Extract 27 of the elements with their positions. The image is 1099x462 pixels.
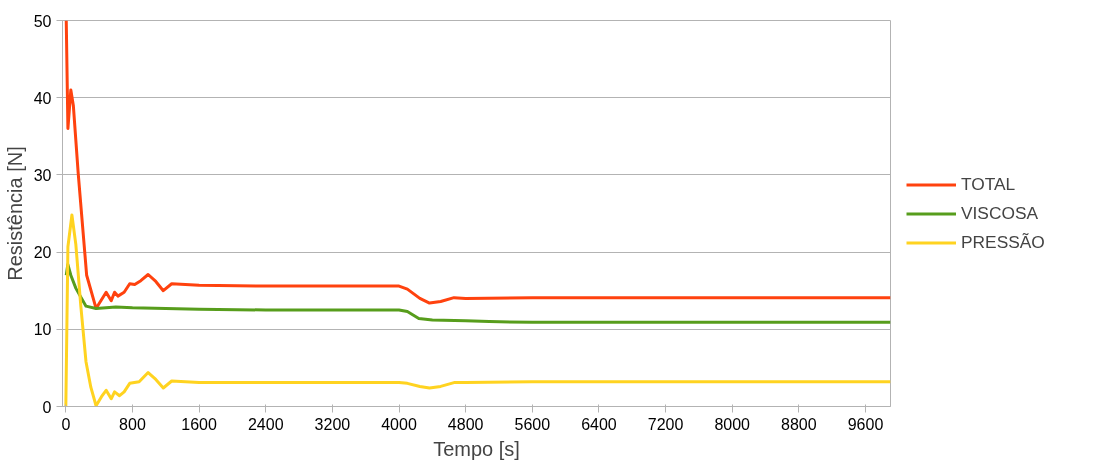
legend-label: PRESSÃO [961,231,1045,253]
x-tick-label: 800 [119,415,146,433]
y-tick-label: 40 [33,89,52,107]
legend-label: TOTAL [961,173,1016,195]
line-series [64,20,891,310]
y-tick-label: 50 [33,12,52,30]
y-tick-label: 0 [42,398,52,416]
x-tick-label: 5600 [514,415,551,433]
line-series [64,213,891,407]
x-tick-label: 9600 [847,415,884,433]
x-tick-label: 7200 [647,415,684,433]
y-tick-label: 20 [33,244,52,262]
legend-label: VISCOSA [961,202,1039,224]
x-axis-title: Tempo [s] [433,437,520,460]
x-tick-label: 2400 [247,415,284,433]
x-tick-label: 8800 [781,415,817,433]
x-tick-label: 6400 [581,415,617,433]
x-tick-label: 3200 [314,415,351,433]
line-series [64,262,891,324]
x-tick-label: 4800 [447,415,484,433]
y-tick-label: 30 [33,166,52,184]
y-tick-label: 10 [33,321,52,339]
y-axis-title: Resistência [N] [3,146,26,281]
x-tick-label: 4000 [381,415,417,433]
x-tick-label: 0 [61,415,71,433]
x-tick-label: 8000 [714,415,751,433]
x-tick-label: 1600 [181,415,218,433]
